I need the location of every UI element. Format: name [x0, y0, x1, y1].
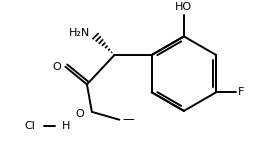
Text: F: F	[238, 87, 244, 97]
Text: HO: HO	[175, 2, 192, 12]
Text: O: O	[53, 62, 61, 72]
Text: —: —	[122, 113, 134, 126]
Text: Cl: Cl	[25, 121, 35, 131]
Text: H: H	[62, 121, 70, 131]
Text: H₂N: H₂N	[69, 29, 90, 38]
Text: O: O	[75, 109, 84, 119]
